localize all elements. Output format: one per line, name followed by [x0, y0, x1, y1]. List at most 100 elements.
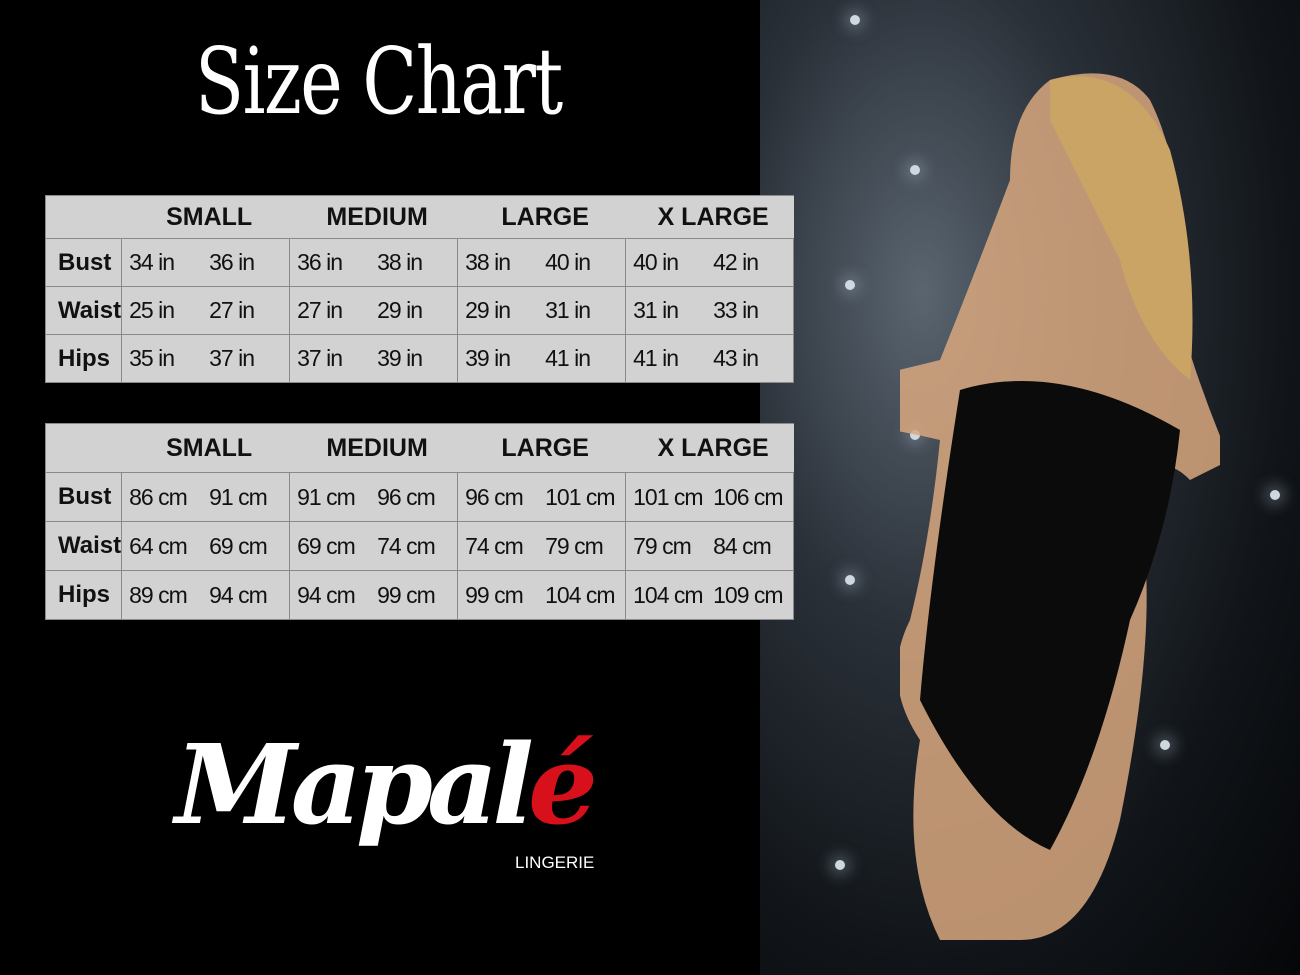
min-value: 79 cm — [633, 532, 692, 559]
min-value: 94 cm — [297, 581, 356, 608]
measurement-label: Hips — [44, 570, 123, 620]
min-value: 96 cm — [465, 483, 524, 510]
min-value: 91 cm — [297, 483, 356, 510]
min-value: 31 in — [633, 297, 679, 323]
size-range-cell: 86 cm 91 cm — [121, 472, 291, 522]
min-value: 38 in — [465, 249, 511, 275]
min-value: 34 in — [129, 249, 175, 275]
size-header: X LARGE — [625, 195, 794, 239]
size-range-cell: 89 cm 94 cm — [121, 570, 291, 620]
max-value: 91 cm — [209, 483, 268, 510]
header-row: SMALL MEDIUM LARGE X LARGE — [44, 423, 794, 473]
size-range-cell: 38 in 40 in — [457, 238, 627, 287]
max-value: 74 cm — [377, 532, 436, 559]
max-value: 33 in — [713, 297, 759, 323]
max-value: 29 in — [377, 297, 423, 323]
size-header: SMALL — [121, 423, 290, 473]
max-value: 41 in — [545, 345, 591, 371]
max-value: 38 in — [377, 249, 423, 275]
page-title: Size Chart — [195, 28, 563, 135]
max-value: 84 cm — [713, 532, 772, 559]
size-range-cell: 94 cm 99 cm — [289, 570, 459, 620]
brand-tagline: LINGERIE — [515, 853, 595, 872]
min-value: 41 in — [633, 345, 679, 371]
size-range-cell: 35 in 37 in — [121, 334, 291, 383]
size-range-cell: 25 in 27 in — [121, 286, 291, 335]
min-value: 86 cm — [129, 483, 188, 510]
model-figure — [900, 73, 1220, 940]
size-range-cell: 40 in 42 in — [625, 238, 795, 287]
min-value: 39 in — [465, 345, 511, 371]
min-value: 74 cm — [465, 532, 524, 559]
size-range-cell: 27 in 29 in — [289, 286, 459, 335]
table-row: Bust 86 cm 91 cm 91 cm 96 cm 96 cm 101 cm 101 c… — [44, 472, 795, 522]
min-value: 27 in — [297, 297, 343, 323]
table-row: Waist 25 in 27 in 27 in 29 in 29 in 31 in 31 in… — [44, 286, 795, 335]
max-value: 43 in — [713, 345, 759, 371]
min-value: 99 cm — [465, 581, 524, 608]
min-value: 29 in — [465, 297, 511, 323]
max-value: 94 cm — [209, 581, 268, 608]
measurement-label: Waist — [44, 521, 123, 571]
max-value: 101 cm — [545, 483, 615, 510]
size-header: SMALL — [121, 195, 290, 239]
size-range-cell: 96 cm 101 cm — [457, 472, 627, 522]
max-value: 99 cm — [377, 581, 436, 608]
table-row: Waist 64 cm 69 cm 69 cm 74 cm 74 cm 79 cm 79 cm… — [44, 521, 795, 571]
size-header: LARGE — [457, 423, 626, 473]
size-table-inches: SMALL MEDIUM LARGE X LARGE Bust 34 in 36 in 36 … — [44, 195, 795, 383]
min-value: 40 in — [633, 249, 679, 275]
size-range-cell: 74 cm 79 cm — [457, 521, 627, 571]
size-table-cm: SMALL MEDIUM LARGE X LARGE Bust 86 cm 91 cm 91 … — [44, 423, 795, 620]
size-range-cell: 31 in 33 in — [625, 286, 795, 335]
brand-logo: Mapalé — [175, 720, 598, 849]
max-value: 96 cm — [377, 483, 436, 510]
max-value: 39 in — [377, 345, 423, 371]
max-value: 40 in — [545, 249, 591, 275]
size-range-cell: 34 in 36 in — [121, 238, 291, 287]
size-header: MEDIUM — [289, 195, 458, 239]
table-row: Bust 34 in 36 in 36 in 38 in 38 in 40 in 40 in 4… — [44, 238, 795, 287]
empty-header-cell — [44, 195, 122, 239]
size-header: X LARGE — [625, 423, 794, 473]
size-header: LARGE — [457, 195, 626, 239]
size-range-cell: 99 cm 104 cm — [457, 570, 627, 620]
max-value: 27 in — [209, 297, 255, 323]
max-value: 37 in — [209, 345, 255, 371]
min-value: 101 cm — [633, 483, 703, 510]
size-header: MEDIUM — [289, 423, 458, 473]
empty-header-cell — [44, 423, 122, 473]
size-range-cell: 104 cm 109 cm — [625, 570, 795, 620]
min-value: 69 cm — [297, 532, 356, 559]
min-value: 25 in — [129, 297, 175, 323]
size-range-cell: 64 cm 69 cm — [121, 521, 291, 571]
size-range-cell: 41 in 43 in — [625, 334, 795, 383]
max-value: 79 cm — [545, 532, 604, 559]
size-range-cell: 39 in 41 in — [457, 334, 627, 383]
min-value: 37 in — [297, 345, 343, 371]
max-value: 69 cm — [209, 532, 268, 559]
size-range-cell: 36 in 38 in — [289, 238, 459, 287]
max-value: 109 cm — [713, 581, 783, 608]
min-value: 36 in — [297, 249, 343, 275]
max-value: 42 in — [713, 249, 759, 275]
header-row: SMALL MEDIUM LARGE X LARGE — [44, 195, 794, 239]
min-value: 35 in — [129, 345, 175, 371]
size-range-cell: 29 in 31 in — [457, 286, 627, 335]
max-value: 31 in — [545, 297, 591, 323]
measurement-label: Hips — [44, 334, 123, 383]
min-value: 104 cm — [633, 581, 703, 608]
size-range-cell: 37 in 39 in — [289, 334, 459, 383]
measurement-label: Waist — [44, 286, 123, 335]
measurement-label: Bust — [44, 472, 123, 522]
max-value: 36 in — [209, 249, 255, 275]
size-range-cell: 101 cm 106 cm — [625, 472, 795, 522]
max-value: 104 cm — [545, 581, 615, 608]
size-range-cell: 91 cm 96 cm — [289, 472, 459, 522]
max-value: 106 cm — [713, 483, 783, 510]
table-row: Hips 35 in 37 in 37 in 39 in 39 in 41 in 41 in 4… — [44, 334, 795, 383]
table-row: Hips 89 cm 94 cm 94 cm 99 cm 99 cm 104 cm 104 c… — [44, 570, 795, 620]
min-value: 89 cm — [129, 581, 188, 608]
size-range-cell: 79 cm 84 cm — [625, 521, 795, 571]
measurement-label: Bust — [44, 238, 123, 287]
